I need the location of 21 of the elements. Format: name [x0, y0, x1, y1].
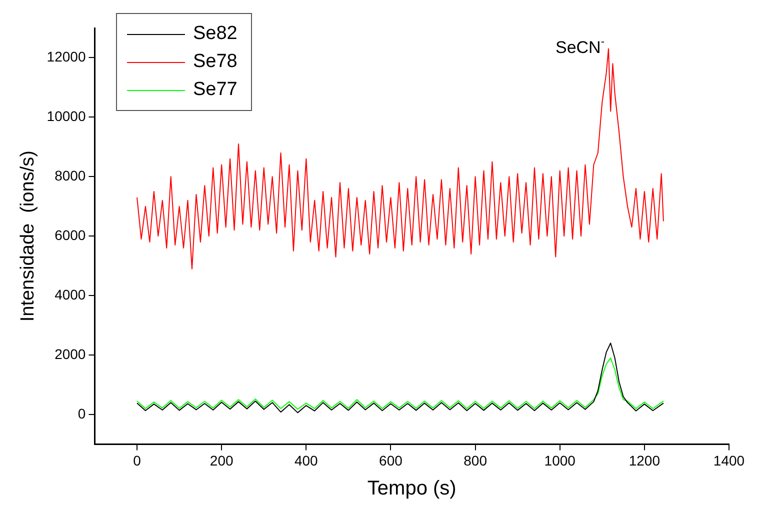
x-tick-label: 1000 — [544, 452, 576, 468]
y-tick-label: 4000 — [54, 286, 86, 302]
y-tick-label: 0 — [78, 405, 86, 422]
x-tick-label: 800 — [464, 452, 488, 468]
x-tick-label: 1400 — [713, 452, 745, 468]
y-tick-label: 6000 — [54, 226, 86, 243]
x-tick-label: 0 — [133, 452, 142, 468]
y-axis-title: Intensidade (ions/s) — [18, 150, 39, 322]
legend-label: Se82 — [193, 22, 238, 46]
y-tick-label: 10000 — [46, 108, 86, 124]
y-tick-label: 8000 — [54, 168, 86, 184]
legend-label: Se78 — [193, 50, 238, 74]
x-tick-label: 600 — [379, 452, 403, 468]
x-tick-label: 200 — [210, 452, 234, 468]
x-axis-title: Tempo (s) — [367, 478, 456, 500]
y-tick-label: 12000 — [46, 48, 86, 65]
x-tick-label: 400 — [294, 452, 318, 468]
legend-label: Se77 — [193, 78, 238, 102]
y-tick-label: 2000 — [54, 346, 86, 362]
annotation: SeCN- — [555, 36, 605, 57]
x-tick-label: 1200 — [628, 452, 660, 468]
